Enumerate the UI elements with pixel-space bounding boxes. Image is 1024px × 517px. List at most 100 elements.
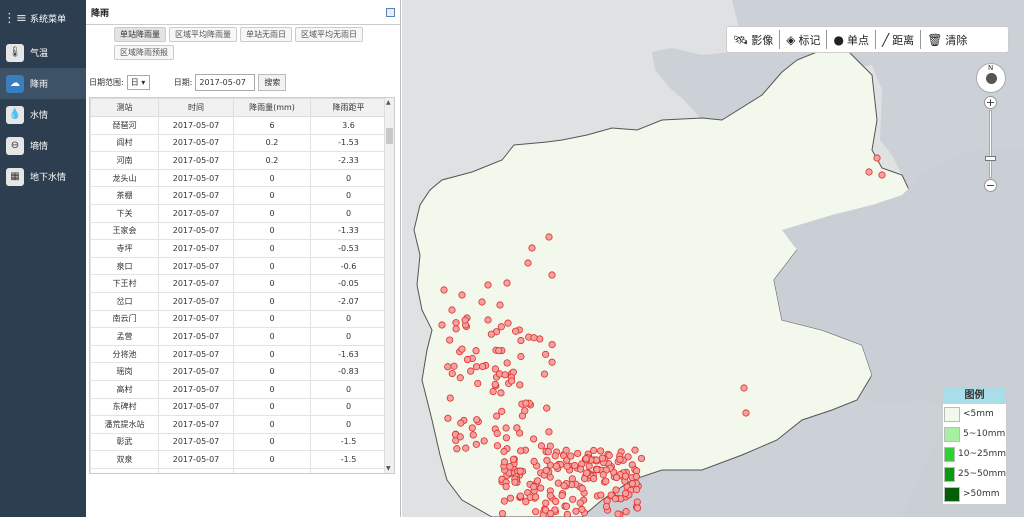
- station-marker[interactable]: [452, 319, 460, 327]
- station-marker[interactable]: [511, 478, 519, 486]
- station-marker[interactable]: [450, 362, 458, 370]
- tab-area-rainfall-forecast[interactable]: 区域降雨预报: [114, 45, 174, 60]
- station-marker[interactable]: [633, 504, 642, 512]
- station-marker[interactable]: [469, 431, 477, 439]
- station-marker[interactable]: [491, 365, 499, 373]
- station-marker[interactable]: [632, 473, 640, 481]
- zoom-slider-handle[interactable]: [985, 156, 996, 161]
- sidebar-item-rainfall[interactable]: ☁ 降雨: [0, 68, 86, 99]
- station-marker[interactable]: [457, 419, 465, 427]
- station-marker[interactable]: [493, 412, 501, 420]
- station-marker[interactable]: [583, 469, 591, 477]
- station-markers[interactable]: [438, 154, 886, 517]
- station-marker[interactable]: [548, 358, 556, 366]
- station-marker[interactable]: [560, 482, 568, 490]
- station-marker[interactable]: [479, 362, 487, 371]
- station-marker[interactable]: [597, 447, 605, 455]
- station-marker[interactable]: [500, 447, 508, 456]
- station-marker[interactable]: [446, 394, 454, 402]
- station-marker[interactable]: [446, 336, 454, 344]
- column-header-rainfall[interactable]: 降雨量(mm): [233, 98, 311, 117]
- station-marker[interactable]: [484, 316, 492, 324]
- station-marker[interactable]: [567, 452, 575, 460]
- station-marker[interactable]: [456, 374, 464, 382]
- station-marker[interactable]: [865, 168, 873, 176]
- station-marker[interactable]: [530, 435, 538, 443]
- station-marker[interactable]: [502, 434, 510, 442]
- station-marker[interactable]: [633, 485, 641, 494]
- search-button[interactable]: 搜索: [258, 74, 287, 91]
- sidebar-item-water[interactable]: 💧 水情: [0, 99, 86, 130]
- station-marker[interactable]: [558, 491, 566, 500]
- map-view[interactable]: 🛰 影像 ◈ 标记 ● 单点 ╱ 距离 🗑 清除 N + − 图例 <5mm 5~10mm 1…: [402, 0, 1024, 517]
- station-marker[interactable]: [467, 367, 475, 375]
- station-marker[interactable]: [542, 506, 550, 514]
- station-marker[interactable]: [456, 433, 464, 441]
- date-input[interactable]: 2017-05-07: [195, 74, 256, 91]
- station-marker[interactable]: [571, 461, 579, 470]
- station-marker[interactable]: [544, 448, 552, 456]
- sidebar-menu-toggle[interactable]: ⋮≡ 系统菜单: [0, 0, 86, 37]
- station-marker[interactable]: [631, 446, 639, 454]
- table-row[interactable]: 龙头山 2017-05-07 0 0: [90, 168, 387, 188]
- station-marker[interactable]: [484, 281, 492, 289]
- station-marker[interactable]: [574, 449, 582, 458]
- station-marker[interactable]: [440, 286, 448, 294]
- station-marker[interactable]: [468, 424, 476, 432]
- scroll-down-icon[interactable]: ▼: [386, 465, 391, 472]
- station-marker[interactable]: [473, 416, 481, 424]
- station-marker[interactable]: [497, 323, 505, 331]
- table-row[interactable]: 潘荒提水站 2017-05-07 0 0: [90, 415, 387, 434]
- station-marker[interactable]: [577, 465, 585, 473]
- station-marker[interactable]: [453, 445, 461, 453]
- station-marker[interactable]: [512, 327, 520, 335]
- station-marker[interactable]: [599, 471, 607, 479]
- sidebar-item-temperature[interactable]: 🌡 气温: [0, 37, 86, 68]
- table-row[interactable]: 阎村 2017-05-07 0.2 -1.53: [90, 133, 387, 153]
- station-marker[interactable]: [541, 350, 550, 358]
- table-row[interactable]: 高村 2017-05-07 0 0: [90, 379, 387, 399]
- station-marker[interactable]: [517, 447, 525, 455]
- tool-single-point[interactable]: ● 单点: [827, 30, 876, 49]
- station-marker[interactable]: [542, 466, 550, 475]
- station-marker[interactable]: [516, 467, 524, 475]
- tool-marker[interactable]: ◈ 标记: [780, 30, 828, 49]
- station-marker[interactable]: [593, 465, 601, 474]
- station-marker[interactable]: [495, 347, 503, 355]
- station-marker[interactable]: [598, 454, 606, 462]
- tool-imagery[interactable]: 🛰 影像: [727, 30, 781, 49]
- station-marker[interactable]: [489, 387, 497, 396]
- station-marker[interactable]: [463, 355, 472, 364]
- station-marker[interactable]: [522, 498, 530, 506]
- tab-area-average-rainfall[interactable]: 区域平均降雨量: [169, 27, 237, 42]
- range-select[interactable]: 日 ▾: [126, 75, 150, 90]
- station-marker[interactable]: [503, 279, 511, 287]
- station-marker[interactable]: [524, 259, 532, 267]
- station-marker[interactable]: [532, 508, 540, 516]
- station-marker[interactable]: [590, 446, 598, 455]
- compass-control[interactable]: N: [976, 63, 1006, 93]
- station-marker[interactable]: [500, 497, 508, 505]
- station-marker[interactable]: [530, 334, 538, 342]
- station-marker[interactable]: [537, 484, 545, 492]
- station-marker[interactable]: [438, 321, 446, 329]
- station-marker[interactable]: [590, 475, 598, 483]
- station-marker[interactable]: [458, 345, 466, 353]
- station-marker[interactable]: [516, 381, 524, 389]
- station-marker[interactable]: [597, 491, 605, 499]
- station-marker[interactable]: [602, 502, 611, 511]
- station-marker[interactable]: [452, 325, 460, 333]
- station-marker[interactable]: [517, 336, 525, 345]
- station-marker[interactable]: [448, 369, 456, 378]
- station-marker[interactable]: [602, 477, 610, 485]
- station-marker[interactable]: [612, 473, 621, 482]
- station-marker[interactable]: [458, 291, 466, 299]
- station-marker[interactable]: [637, 454, 646, 463]
- station-marker[interactable]: [448, 306, 456, 314]
- station-marker[interactable]: [501, 371, 509, 379]
- table-scrollbar[interactable]: ▲ ▼: [384, 98, 394, 473]
- station-marker[interactable]: [521, 407, 529, 415]
- station-marker[interactable]: [528, 244, 536, 252]
- station-marker[interactable]: [487, 330, 495, 338]
